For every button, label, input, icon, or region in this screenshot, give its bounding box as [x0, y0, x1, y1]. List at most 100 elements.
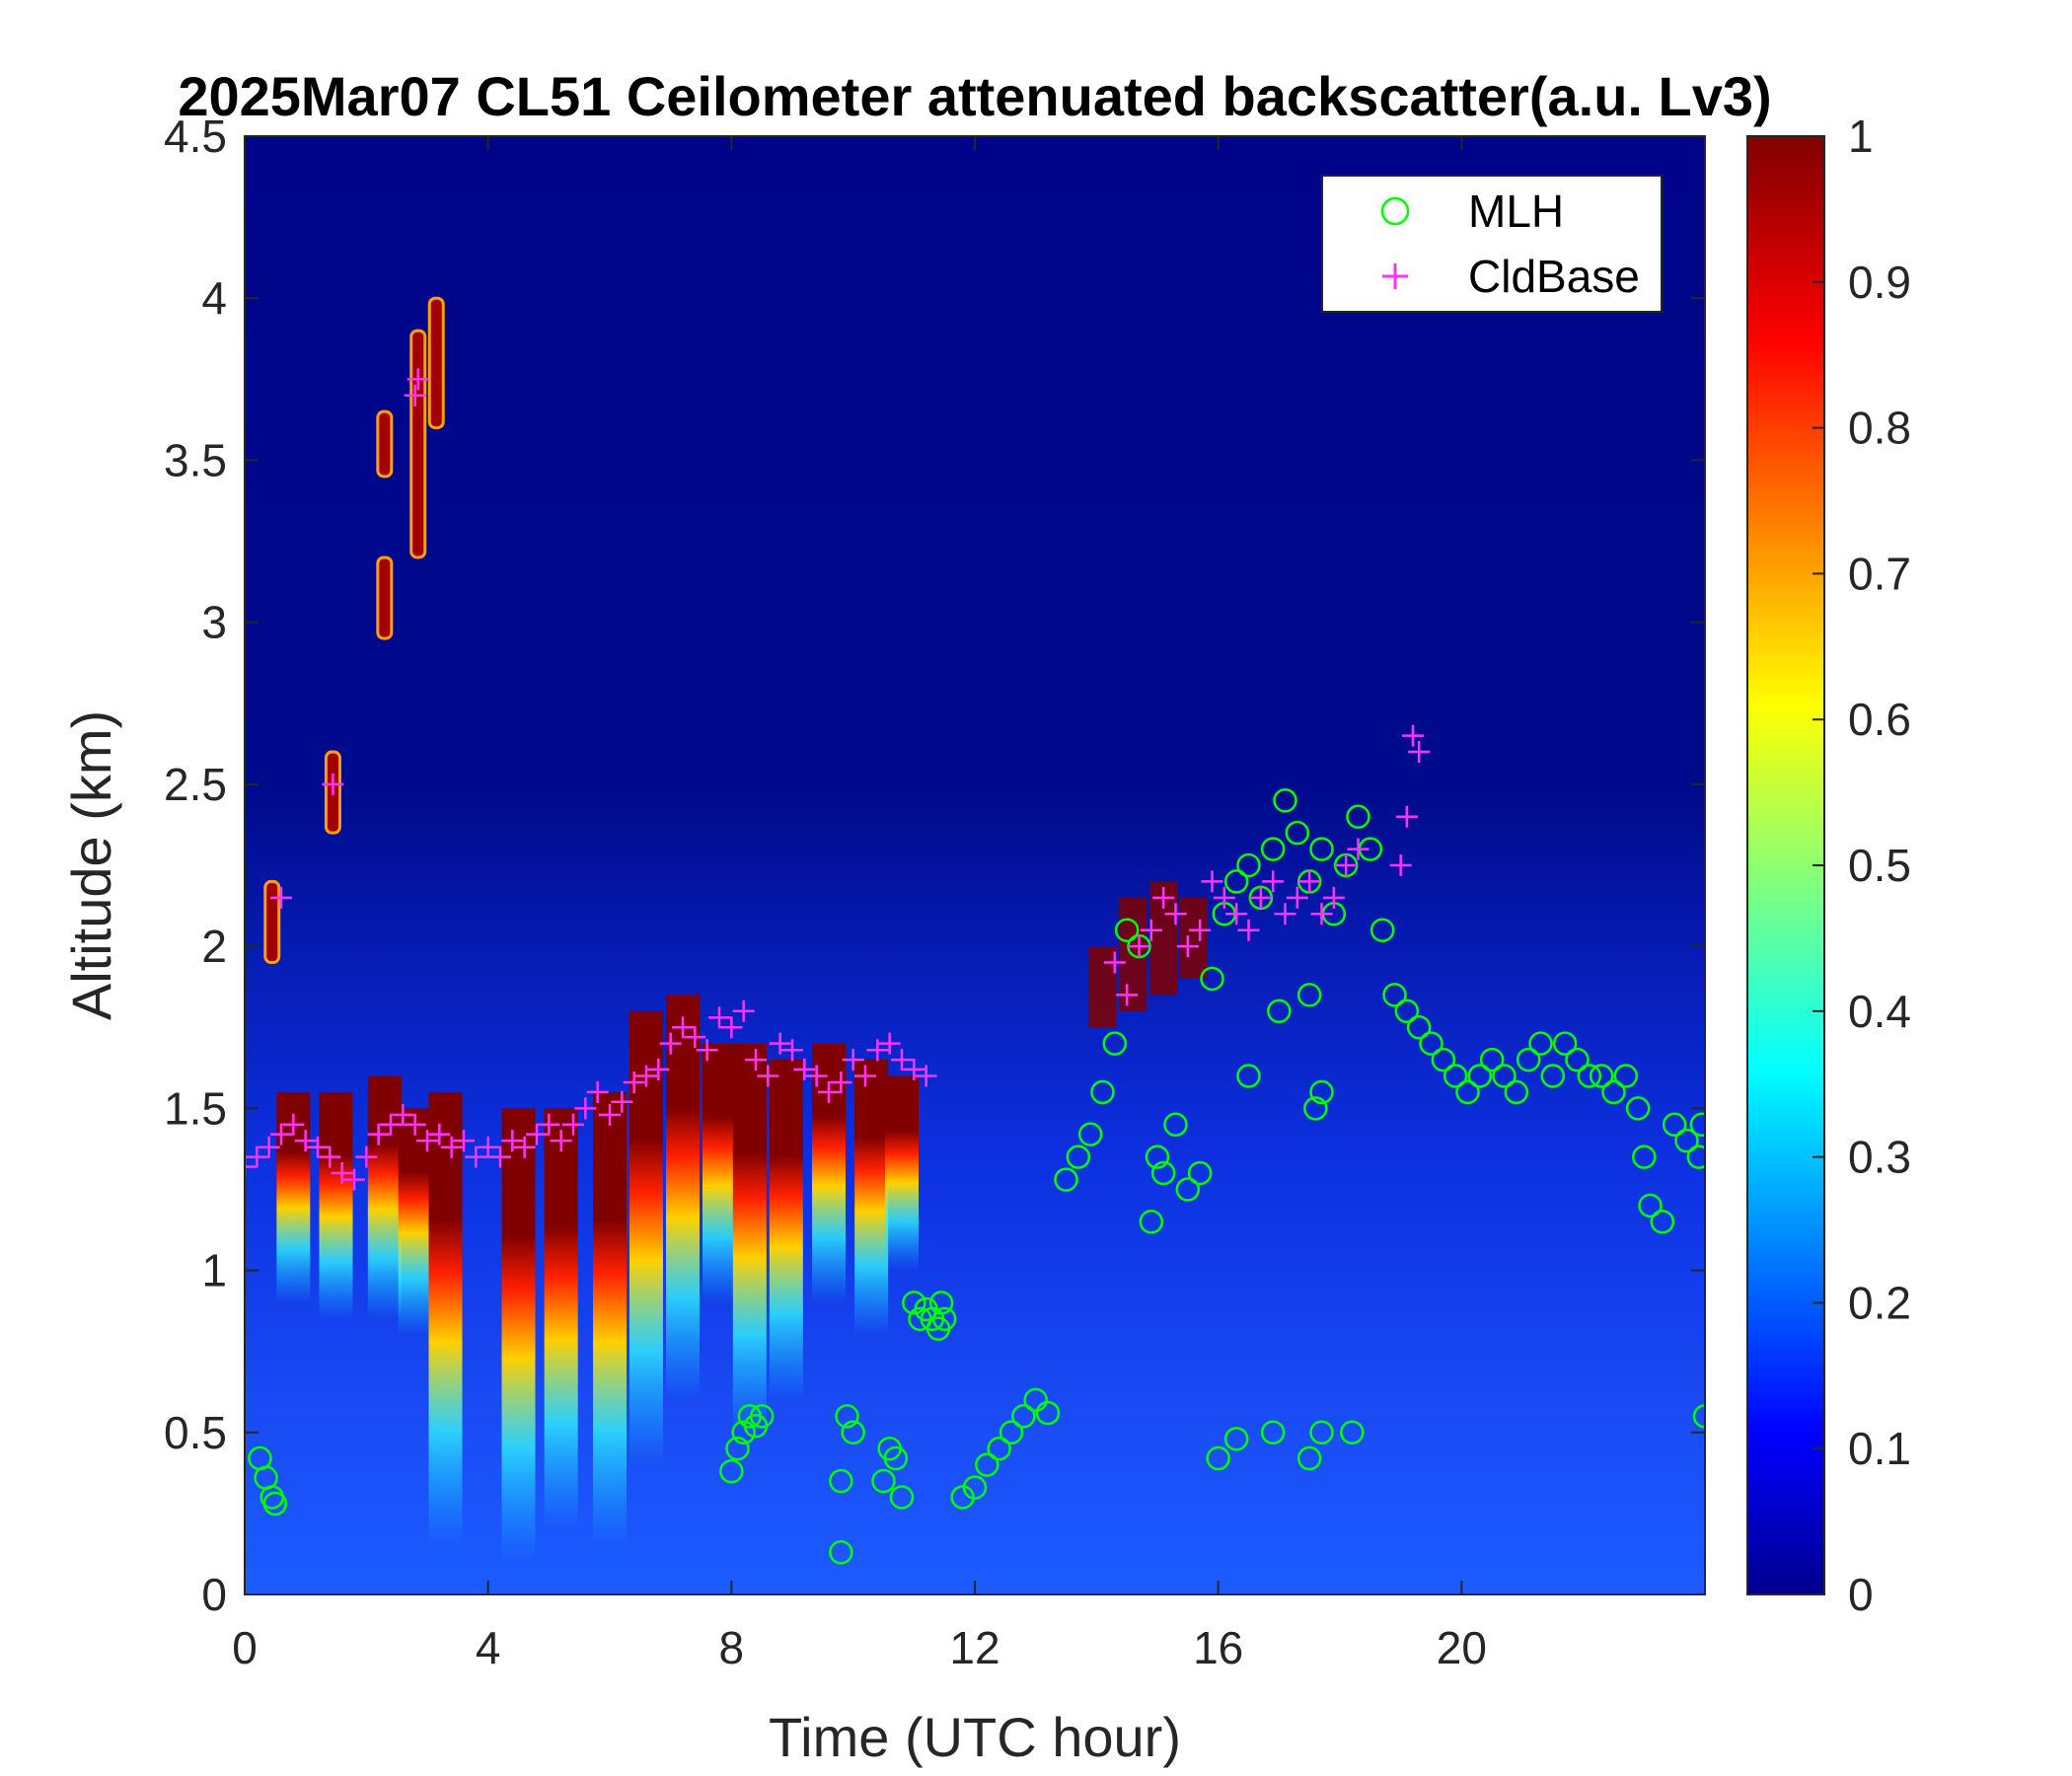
- cldbase-point: [407, 368, 429, 391]
- mlh-point: [1090, 1079, 1115, 1105]
- cldbase-point: [1164, 903, 1187, 925]
- cloud-layer-segment: [428, 1091, 463, 1546]
- y-tick-label: 3: [201, 597, 227, 648]
- cloud-layer-segment: [769, 1060, 803, 1400]
- mlh-point: [1200, 966, 1224, 992]
- x-axis-label: Time (UTC hour): [769, 1706, 1181, 1768]
- cldbase-point: [404, 384, 426, 407]
- plot-area: [244, 135, 1706, 1595]
- cldbase-point: [1176, 935, 1199, 958]
- cldbase-point: [526, 1123, 548, 1146]
- cldbase-point: [586, 1080, 609, 1103]
- cldbase-point: [1225, 903, 1248, 925]
- cldbase-point: [1152, 886, 1175, 909]
- colorbar: 0 0.1 0.2 0.3 0.4 0.5 0.6 0.7 0.8 0.9 1: [1746, 111, 1911, 1620]
- mlh-point: [928, 1291, 954, 1315]
- mlh-point: [1054, 1167, 1078, 1192]
- cldbase-point: [866, 1039, 889, 1062]
- cldbase-point: [1249, 886, 1272, 909]
- cldbase-point: [1128, 935, 1150, 958]
- cldbase-point: [1335, 854, 1358, 876]
- legend: MLH CldBase: [1321, 175, 1663, 313]
- cloud-layer-segment: [703, 1043, 736, 1303]
- cldbase-point: [245, 1155, 256, 1178]
- legend-cldbase-label: CldBase: [1468, 251, 1640, 302]
- high-cloud-blob: [376, 409, 394, 479]
- colorbar-tick-label: 1: [1848, 111, 1874, 162]
- legend-mlh-marker: [1380, 196, 1410, 226]
- cldbase-point: [440, 1136, 463, 1158]
- cldbase-point: [1298, 870, 1321, 893]
- cloud-layer-segment: [544, 1108, 578, 1530]
- y-axis: 0 0.5 1 1.5 2 2.5 3 3.5 4 4.5: [164, 111, 1705, 1620]
- cldbase-point: [1213, 886, 1235, 909]
- cldbase-point: [343, 1168, 365, 1191]
- cldbase-point: [1237, 919, 1260, 941]
- y-tick-label: 0: [201, 1569, 227, 1620]
- mlh-point: [1102, 1031, 1128, 1056]
- x-tick-label: 20: [1437, 1622, 1487, 1673]
- cldbase-point: [550, 1130, 572, 1152]
- mlh-point: [1625, 1096, 1651, 1121]
- cldbase-point: [258, 1136, 280, 1158]
- mlh-point: [725, 1436, 750, 1461]
- high-cloud-blob: [409, 329, 427, 559]
- x-axis: 0 4 8 12 16 20: [232, 136, 1487, 1673]
- cldbase-point: [307, 1136, 329, 1158]
- colorbar-tick-label: 0: [1848, 1569, 1874, 1620]
- mlh-point: [1479, 1047, 1505, 1073]
- cldbase-point: [1310, 903, 1333, 925]
- mlh-point: [883, 1445, 909, 1471]
- mlh-point: [1150, 1160, 1176, 1186]
- legend-box: [1321, 175, 1663, 313]
- afternoon-cloud-segment: [1088, 946, 1117, 1028]
- colorbar-tick-label: 0.7: [1848, 548, 1911, 599]
- mlh-point: [1431, 1047, 1456, 1073]
- cldbase-point: [623, 1072, 645, 1094]
- cldbase-point: [781, 1039, 803, 1062]
- cldbase-point: [501, 1130, 524, 1152]
- cldbase-point: [672, 1016, 694, 1039]
- cldbase-point: [322, 773, 344, 795]
- cldbase-point: [1116, 984, 1139, 1006]
- high-cloud-blob: [427, 296, 445, 430]
- cldbase-point: [1286, 886, 1308, 909]
- mlh-point: [1346, 804, 1370, 829]
- cldbase-point: [684, 1026, 706, 1049]
- mlh-point: [1340, 1420, 1365, 1445]
- mlh-point: [1260, 837, 1286, 861]
- cloud-layer-segment: [666, 995, 700, 1400]
- colorbar-tick-label: 0.6: [1848, 694, 1911, 745]
- afternoon-cloud-segment: [1180, 897, 1208, 979]
- mlh-point: [1632, 1145, 1657, 1169]
- mlh-point: [1187, 1160, 1213, 1186]
- cldbase-point: [599, 1103, 621, 1126]
- mlh-point: [987, 1436, 1011, 1461]
- cldbase-point: [854, 1065, 876, 1087]
- cldbase-point: [465, 1146, 487, 1168]
- mlh-point: [902, 1291, 926, 1315]
- mlh-point: [975, 1452, 999, 1477]
- colorbar-tick-label: 0.4: [1848, 986, 1911, 1037]
- colorbar-tick-label: 0.3: [1848, 1132, 1911, 1183]
- mlh-point: [999, 1420, 1024, 1445]
- cldbase-point: [513, 1136, 536, 1158]
- cldbase-point: [574, 1097, 597, 1120]
- mlh-point: [1516, 1047, 1541, 1073]
- cldbase-point: [1189, 919, 1212, 941]
- mlh-point: [1139, 1210, 1164, 1234]
- cldbase-point: [745, 1049, 767, 1072]
- y-tick-label: 1: [201, 1245, 227, 1296]
- mlh-point: [1638, 1193, 1663, 1219]
- cldbase-point: [1262, 870, 1285, 893]
- mlh-point: [1066, 1145, 1091, 1169]
- y-tick-label: 2: [201, 921, 227, 972]
- x-tick-label: 12: [949, 1622, 999, 1673]
- cldbase-point: [1395, 805, 1418, 828]
- legend-mlh-label: MLH: [1468, 185, 1564, 237]
- cldbase-point: [331, 1162, 353, 1185]
- mlh-point: [1035, 1400, 1061, 1426]
- cldbase-point: [392, 1103, 414, 1126]
- cldbase-point: [647, 1058, 670, 1080]
